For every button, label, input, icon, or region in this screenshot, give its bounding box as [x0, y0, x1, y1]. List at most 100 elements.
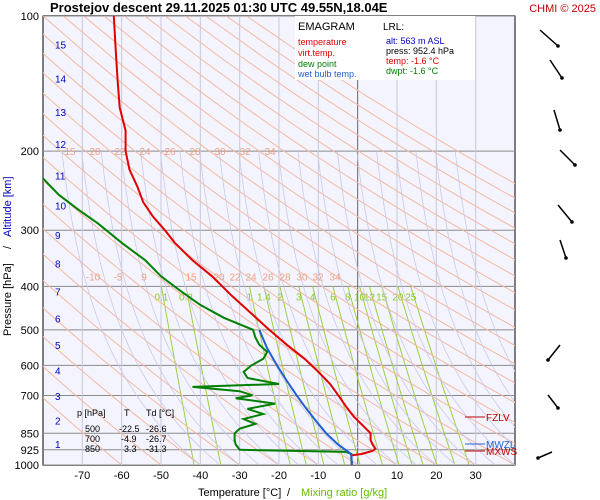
y-tick-label: 1000: [15, 460, 39, 472]
y-axis-label2: Altitude [km]: [2, 176, 14, 237]
x-tick-label: -30: [232, 470, 248, 482]
altitude-tick-label: 1: [55, 440, 61, 451]
summary-table: p [hPa] T Td [°C] 500 -22.5 -26.6 700 -4…: [77, 408, 174, 454]
dry-adiabat-line: [103, 16, 515, 294]
moist-adiabat-line: [395, 151, 515, 449]
dry-adiabat-label: 24: [139, 147, 151, 158]
moist-adiabat-line: [179, 151, 319, 465]
dry-adiabat-label: 26: [262, 272, 274, 283]
mwzl-label: MWZL: [486, 440, 516, 451]
lrl-press: press: 952.4 hPa: [386, 46, 454, 56]
moist-adiabat-line: [81, 151, 221, 465]
x-axis-sep: /: [287, 487, 291, 499]
legend-virt-temp: virt.temp.: [298, 48, 335, 58]
dry-adiabat-label: 15: [185, 272, 197, 283]
mixing-ratio-label: 1.4: [257, 292, 271, 303]
altitude-tick-label: 11: [55, 171, 66, 182]
mixing-ratio-label: 4: [310, 292, 316, 303]
wind-barb: [539, 29, 559, 47]
dry-adiabat-label: 32: [239, 147, 251, 158]
series-line-temperature: [112, 16, 377, 465]
mixing-ratio-label: 10: [354, 292, 366, 303]
dry-adiabat-line: [205, 16, 515, 214]
wind-barb-dot: [560, 76, 564, 80]
y-tick-label: 700: [21, 390, 39, 402]
dry-adiabat-label: 28: [189, 147, 201, 158]
table-cell: 3.3: [124, 444, 137, 454]
dry-adiabat-line: [144, 16, 515, 261]
x-tick-label: -20: [271, 470, 287, 482]
dry-adiabat-line: [43, 335, 201, 465]
y-tick-label: 200: [21, 146, 39, 158]
lrl-alt: alt: 563 m ASL: [386, 36, 445, 46]
table-cell: -22.5: [119, 424, 140, 434]
dry-adiabat-label: 22: [114, 147, 126, 158]
dry-adiabat-label: 24: [245, 272, 257, 283]
dry-adiabat-line: [43, 134, 515, 465]
dry-adiabat-line: [43, 92, 515, 424]
mixing-ratio-line: [410, 286, 470, 465]
altitude-tick-label: 15: [55, 40, 67, 51]
dry-adiabat-line: [43, 156, 476, 465]
altitude-tick-label: 12: [55, 140, 67, 151]
dry-adiabat-label: 9: [141, 272, 147, 283]
moist-adiabat-line: [376, 151, 515, 465]
mixing-ratio-line: [279, 286, 325, 465]
wind-barb-dot: [546, 358, 550, 362]
moist-adiabat-line: [317, 151, 457, 465]
altitude-tick-label: 14: [55, 75, 67, 86]
wind-barb: [549, 59, 563, 79]
y-tick-label: 400: [21, 281, 39, 293]
wind-barbs: [536, 29, 577, 460]
dry-adiabat-label: 20: [89, 147, 101, 158]
dry-adiabat-label: -10: [86, 272, 101, 283]
wind-barb: [559, 149, 576, 166]
altitude-tick-label: 3: [55, 392, 61, 403]
wind-barb-dot: [570, 220, 574, 224]
mixing-ratio-label: 25: [405, 292, 417, 303]
dry-adiabat-label: 34: [264, 147, 276, 158]
y-tick-label: 300: [21, 225, 39, 237]
lrl-title: LRL:: [383, 22, 404, 33]
dry-adiabat-line: [43, 33, 515, 365]
lrl-dwpt: dwpt: -1.6 °C: [386, 66, 439, 76]
table-cell: 850: [85, 444, 100, 454]
x-tick-label: 30: [470, 470, 482, 482]
dry-adiabat-line: [124, 16, 515, 277]
x-axis-label: Temperature [°C]: [198, 487, 281, 499]
x-tick-label: -10: [310, 470, 326, 482]
mixing-ratio-label: 6: [330, 292, 336, 303]
wind-barb-dot: [556, 44, 560, 48]
mixing-ratio-line: [368, 286, 424, 465]
altitude-tick-label: 7: [55, 287, 61, 298]
sounding-series: [43, 16, 377, 465]
moist-adiabat-line: [356, 151, 496, 465]
table-cell: -4.9: [121, 434, 137, 444]
table-cell: 500: [85, 424, 100, 434]
mixing-ratio-label: 15: [376, 292, 388, 303]
wind-barb: [547, 344, 561, 361]
dry-adiabat-line: [185, 16, 515, 229]
mixing-ratio-label: 1: [247, 292, 253, 303]
dry-adiabat-label: 26: [164, 147, 176, 158]
mixing-ratio-label: 0.1: [154, 292, 168, 303]
mxws-label: MXWS: [486, 447, 517, 458]
wind-barb-dot: [573, 163, 577, 167]
wind-barb: [547, 394, 559, 409]
wind-barb-dot: [536, 456, 540, 460]
dry-adiabat-line: [63, 16, 515, 329]
legend-box: EMAGRAM temperature virt.temp. dew point…: [295, 16, 380, 80]
mixing-ratio-line: [160, 286, 195, 465]
wind-barb: [557, 204, 573, 223]
fzlv-label: FZLV: [486, 413, 510, 424]
mixing-ratio-line: [347, 286, 400, 465]
moist-adiabat-line: [61, 151, 201, 465]
x-tick-label: -50: [153, 470, 169, 482]
series-line-dew-point: [43, 177, 353, 465]
dry-adiabat-line: [43, 397, 122, 465]
table-cell: -31.3: [146, 444, 167, 454]
dry-adiabat-line: [43, 113, 515, 445]
moist-adiabat-line: [435, 151, 515, 403]
